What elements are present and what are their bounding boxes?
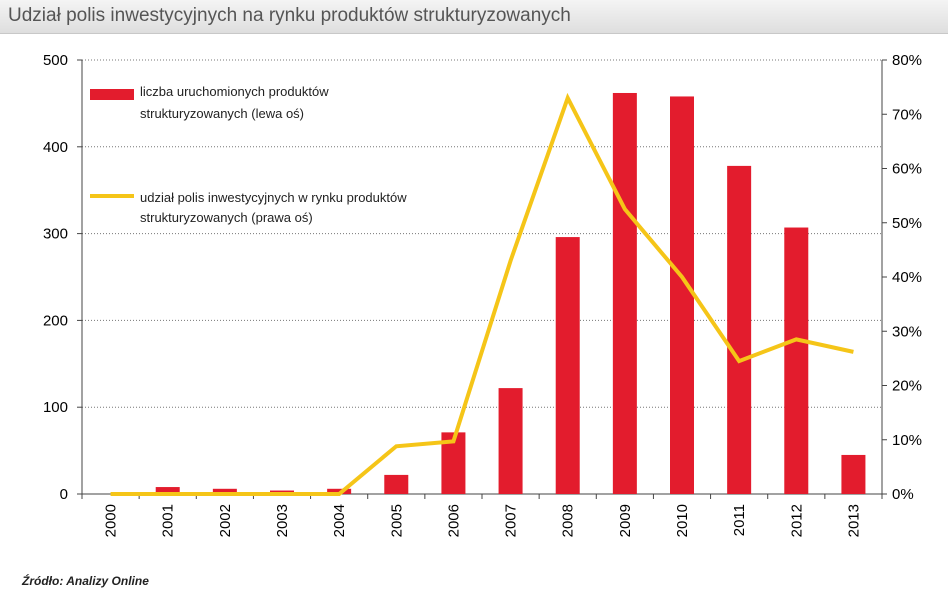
x-tick-label: 2013 [845, 504, 862, 537]
y-left-tick-label: 400 [43, 139, 68, 156]
bar [155, 487, 180, 494]
y-right-tick-label: 80% [892, 52, 922, 69]
y-right-tick-label: 10% [892, 432, 922, 449]
bar [212, 488, 237, 494]
bar [555, 237, 580, 494]
y-right-tick-label: 70% [892, 106, 922, 123]
x-tick-label: 2001 [160, 504, 177, 537]
y-left-tick-label: 200 [43, 312, 68, 329]
x-tick-label: 2012 [788, 504, 805, 537]
x-tick-label: 2002 [217, 504, 234, 537]
x-tick-label: 2010 [674, 504, 691, 537]
source-note: Źródło: Analizy Online [22, 574, 149, 588]
bar [727, 165, 752, 494]
x-tick-label: 2005 [388, 504, 405, 537]
x-tick-label: 2008 [560, 504, 577, 537]
y-left-tick-label: 300 [43, 226, 68, 243]
bar [784, 227, 809, 495]
legend-label-bars: liczba uruchomionych produktów [140, 84, 329, 99]
y-right-tick-label: 20% [892, 378, 922, 395]
x-tick-label: 2003 [274, 504, 291, 537]
legend-label-line: strukturyzowanych (prawa oś) [140, 210, 313, 225]
y-right-tick-label: 30% [892, 323, 922, 340]
legend-swatch-bars [90, 89, 134, 100]
y-left-tick-label: 100 [43, 399, 68, 416]
x-tick-label: 2009 [617, 504, 634, 537]
bar [670, 96, 694, 495]
y-left-tick-label: 0 [60, 486, 68, 503]
y-left-tick-label: 500 [43, 52, 68, 69]
bar [841, 454, 866, 494]
chart-title: Udział polis inwestycyjnych na rynku pro… [8, 5, 571, 26]
bar [612, 92, 637, 494]
x-tick-label: 2006 [445, 504, 462, 537]
y-right-tick-label: 40% [892, 269, 922, 286]
bar [498, 388, 523, 494]
chart-canvas: 0 100 200 300 400 500 0% 10% 20% 30% 40% 50% 60% 70% 8… [43, 52, 922, 537]
legend-label-bars: strukturyzowanych (lewa oś) [140, 106, 304, 121]
y-right-tick-label: 50% [892, 215, 922, 232]
bar [384, 474, 409, 494]
x-tick-label: 2004 [331, 504, 348, 537]
legend-label-line: udział polis inwestycyjnych w rynku prod… [140, 190, 407, 205]
y-right-tick-label: 0% [892, 486, 914, 503]
x-tick-label: 2011 [731, 504, 748, 536]
line-series [110, 92, 854, 496]
x-tick-label: 2000 [103, 504, 120, 537]
x-tick-label: 2007 [503, 504, 520, 537]
y-right-tick-label: 60% [892, 161, 922, 178]
chart-header: Udział polis inwestycyjnych na rynku pro… [0, 0, 948, 34]
